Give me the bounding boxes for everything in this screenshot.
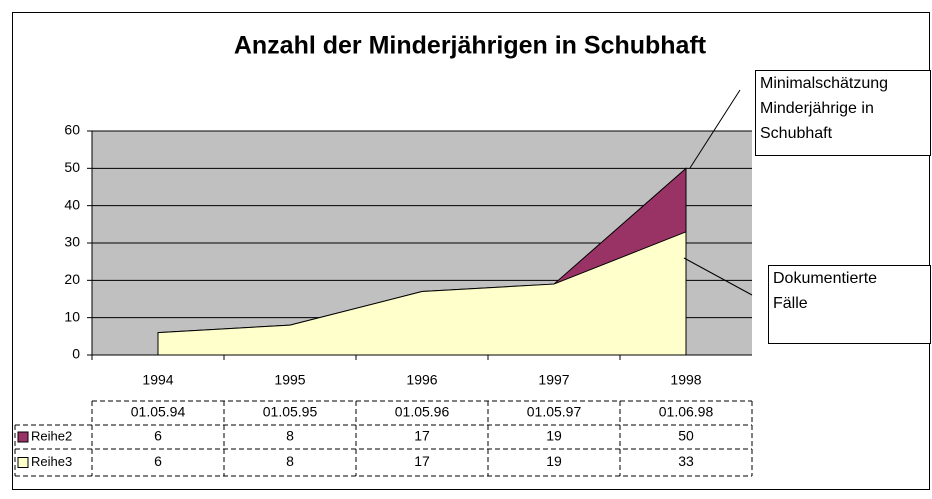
annotation-line [683, 257, 753, 296]
annotation-text: Minimalschätzung [760, 75, 888, 92]
y-tick-label: 60 [64, 122, 80, 138]
annotation-text: Minderjährige in [760, 100, 874, 117]
annotation-box [755, 70, 931, 156]
x-tick-label: 1998 [670, 372, 701, 388]
annotation-text: Dokumentierte [773, 270, 877, 287]
table-value: 19 [546, 453, 562, 469]
y-tick-label: 20 [64, 271, 80, 287]
table-date: 01.05.94 [131, 404, 186, 420]
table-value: 8 [286, 428, 294, 444]
x-tick-label: 1997 [538, 372, 569, 388]
legend-key [17, 431, 29, 443]
table-date: 01.05.97 [527, 404, 582, 420]
table-value: 6 [154, 428, 162, 444]
x-tick-label: 1995 [274, 372, 305, 388]
table-value: 19 [546, 428, 562, 444]
chart-title: Anzahl der Minderjährigen in Schubhaft [234, 32, 707, 60]
y-tick-label: 30 [64, 234, 80, 250]
y-tick-label: 40 [64, 196, 80, 212]
table-value: 17 [414, 453, 430, 469]
legend-label: Reihe2 [31, 428, 72, 443]
annotation-line [689, 89, 741, 169]
table-value: 33 [678, 453, 694, 469]
annotation-text: Schubhaft [760, 125, 833, 142]
y-tick-label: 10 [64, 308, 80, 324]
annotation-box [768, 265, 931, 344]
y-tick-label: 50 [64, 159, 80, 175]
table-value: 50 [678, 428, 694, 444]
y-tick-label: 0 [72, 346, 80, 362]
table-date: 01.06.98 [659, 404, 714, 420]
table-date: 01.05.95 [263, 404, 318, 420]
table-value: 8 [286, 453, 294, 469]
legend-label: Reihe3 [31, 454, 72, 469]
x-tick-label: 1994 [142, 372, 173, 388]
table-date: 01.05.96 [395, 404, 450, 420]
x-tick-label: 1996 [406, 372, 437, 388]
table-value: 6 [154, 453, 162, 469]
table-value: 17 [414, 428, 430, 444]
legend-key [17, 457, 29, 468]
annotation-text: Fälle [773, 295, 808, 312]
